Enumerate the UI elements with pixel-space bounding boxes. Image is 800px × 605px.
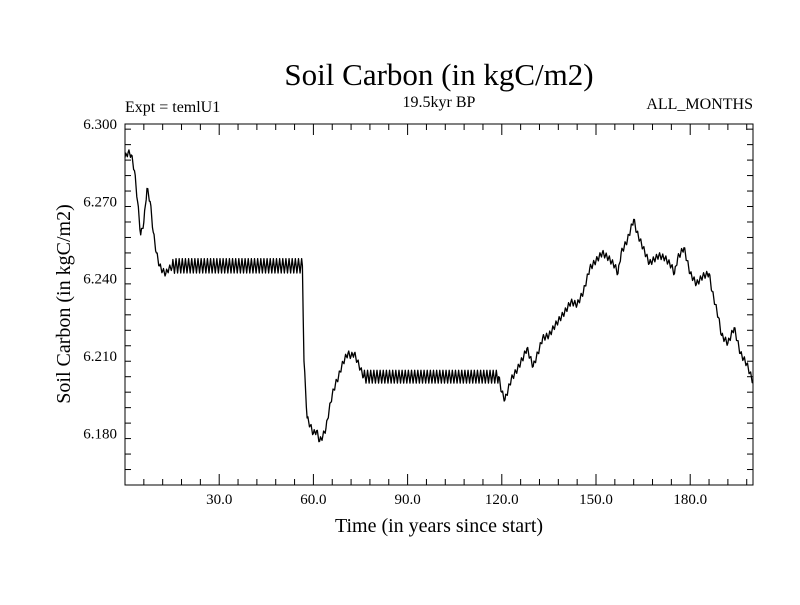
x-tick-label: 90.0 (394, 492, 420, 508)
x-axis-label: Time (in years since start) (335, 515, 543, 537)
y-tick-label: 6.240 (83, 272, 117, 288)
chart-subtitle-right: ALL_MONTHS (646, 96, 753, 113)
y-axis: 6.180 6.210 6.240 6.270 6.300 (83, 117, 753, 471)
y-tick-label: 6.300 (83, 117, 117, 133)
y-tick-label: 6.210 (83, 349, 117, 365)
x-tick-label: 150.0 (579, 492, 613, 508)
x-tick-label: 30.0 (206, 492, 232, 508)
plot-area: 30.0 60.0 90.0 120.0 150.0 180.0 6.1806.2106.… (83, 117, 754, 508)
x-tick-label: 120.0 (485, 492, 519, 508)
series-line (124, 149, 754, 443)
x-tick-label: 180.0 (673, 492, 707, 508)
y-tick-label: 6.270 (83, 194, 117, 210)
plot-frame (124, 123, 754, 486)
y-tick-label: 6.180 (83, 426, 117, 442)
chart-subtitle-center: 19.5kyr BP (403, 94, 476, 111)
chart-subtitle-left: Expt = temlU1 (125, 99, 220, 116)
y-axis-label: Soil Carbon (in kgC/m2) (53, 204, 75, 403)
chart-title: Soil Carbon (in kgC/m2) (284, 57, 593, 92)
x-tick-label: 60.0 (300, 492, 326, 508)
x-axis: 30.0 60.0 90.0 120.0 150.0 180.0 (143, 124, 748, 508)
